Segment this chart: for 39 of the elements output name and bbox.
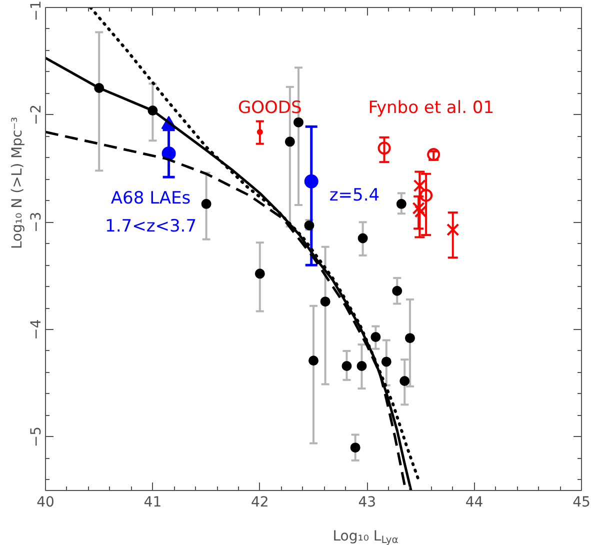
point: [404, 333, 415, 344]
y-tick-label: −1: [28, 0, 44, 22]
x-tick-label: 42: [250, 494, 269, 510]
x-tick-label: 41: [144, 494, 162, 510]
point: [284, 136, 295, 147]
point: [308, 356, 318, 366]
y-axis-title: Log₁₀ N (>L) Mpc⁻³: [10, 116, 26, 249]
series-label: z=5.4: [329, 185, 380, 206]
x-tick-label: 43: [358, 494, 376, 510]
point: [350, 442, 360, 453]
series-label: GOODS: [238, 98, 302, 118]
point: [356, 361, 367, 371]
point: [392, 286, 402, 296]
y-tick-label: −5: [28, 426, 44, 448]
point: [400, 376, 410, 386]
y-tick-label: −3: [28, 212, 44, 232]
point: [256, 129, 263, 135]
point: [254, 268, 265, 279]
point: [358, 233, 368, 244]
point: [420, 188, 433, 202]
point: [304, 174, 318, 188]
point: [412, 202, 425, 215]
point: [320, 296, 330, 307]
x-tick-label: 40: [36, 494, 54, 510]
point: [201, 198, 212, 209]
text: A68 LAEs 1.7<z<3.7: [105, 188, 197, 236]
point: [413, 179, 426, 192]
point: [396, 198, 406, 209]
point: [293, 117, 304, 128]
x-tick-label: 44: [465, 494, 484, 510]
point: [370, 332, 381, 342]
point: [378, 142, 391, 155]
y-tick-label: −2: [28, 104, 44, 126]
point: [342, 361, 352, 371]
y-tick-label: −4: [28, 319, 44, 340]
x-tick-label: 45: [572, 494, 590, 510]
point: [446, 223, 460, 236]
point: [381, 356, 392, 367]
series-label: Fynbo et al. 01: [368, 98, 494, 118]
